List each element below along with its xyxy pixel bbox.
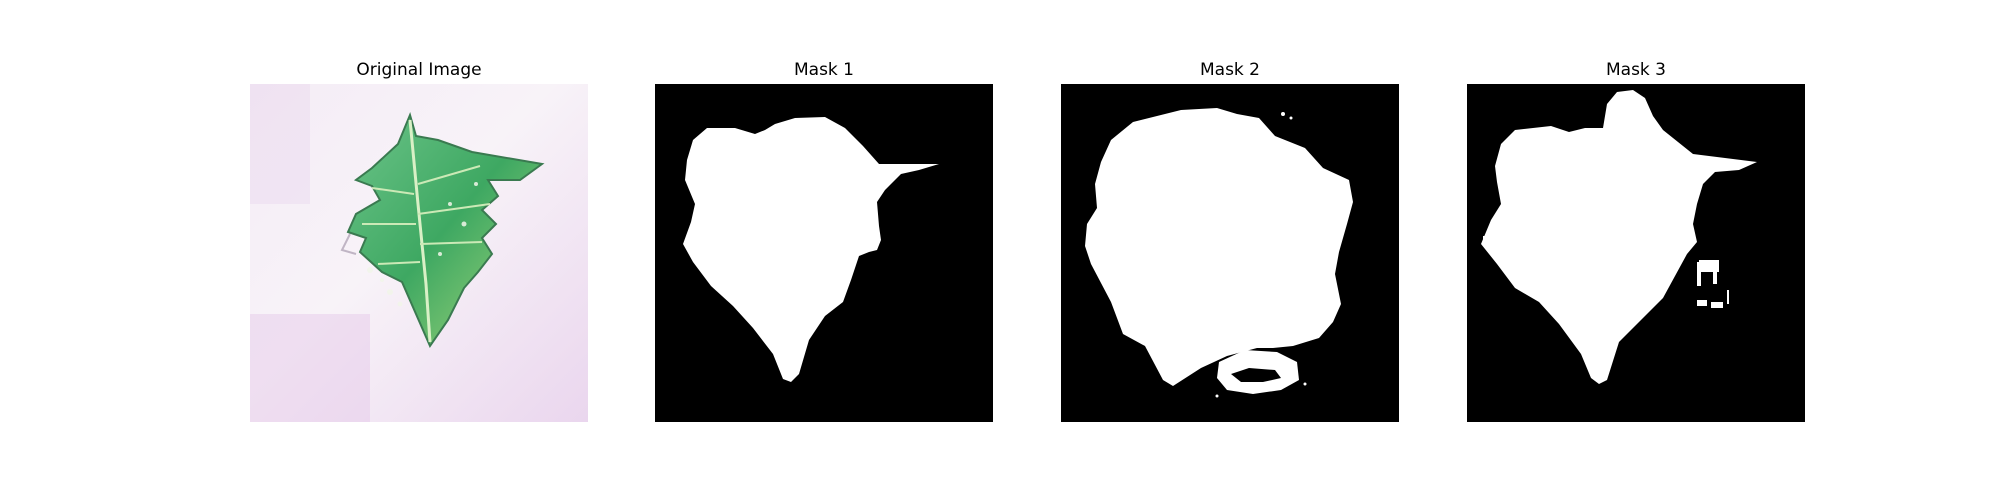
panel-title: Mask 1: [793, 60, 854, 80]
panel-mask-2: Mask 2: [1061, 0, 1399, 500]
panel-original-image: Original Image: [250, 0, 588, 500]
panel-mask-1: Mask 1: [655, 0, 993, 500]
original-image: [250, 84, 588, 422]
mask-1-image: [655, 84, 993, 422]
mask-2-image: [1061, 84, 1399, 422]
leaf-photo: [250, 84, 588, 422]
panel-mask-3: Mask 3: [1467, 0, 1805, 500]
panel-title: Mask 3: [1605, 60, 1666, 80]
mask-3-image: [1467, 84, 1805, 422]
panel-title: Original Image: [356, 60, 482, 80]
panel-title: Mask 2: [1199, 60, 1260, 80]
mask-3: [1467, 84, 1805, 422]
mask-2: [1061, 84, 1399, 422]
mask-1: [655, 84, 993, 422]
